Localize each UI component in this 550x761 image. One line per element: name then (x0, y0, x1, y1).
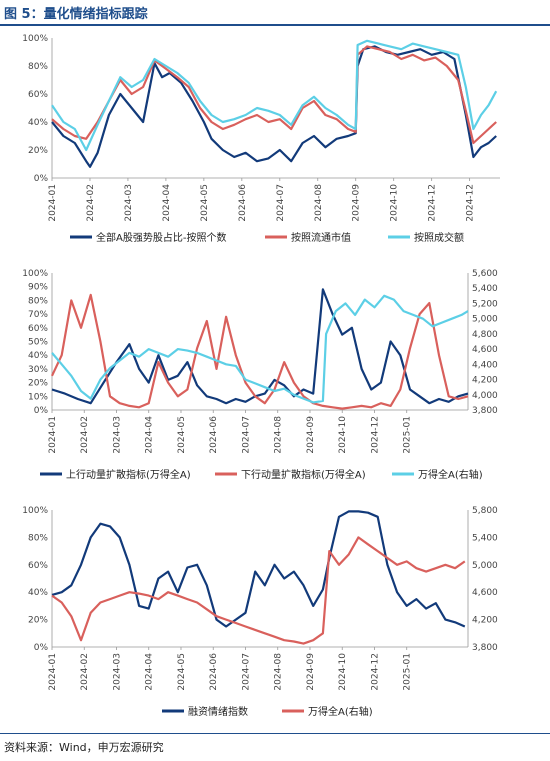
x-tick-label: 2024-12 (428, 184, 438, 222)
x-tick-label: 2024-05 (200, 184, 210, 222)
x-tick-label: 2024-12 (466, 184, 476, 222)
y-tick-label: 70% (28, 310, 48, 320)
x-tick-label: 2024-06 (209, 653, 219, 691)
y-tick-label: 100% (22, 506, 48, 516)
chart-margin-sentiment: 0% 20% 40% 60% 80% 100% 3,800 4,200 4,600 5,000 5,… (22, 506, 498, 718)
x-tick-label: 2024-04 (145, 416, 155, 454)
y-tick-label: 40% (28, 351, 48, 361)
x-tick-label: 2024-04 (162, 184, 172, 222)
x-tick-label: 2024-08 (274, 653, 284, 691)
bottom-rule (0, 733, 550, 734)
legend-label: 按照流通市值 (291, 231, 351, 244)
y2-tick-label: 5,400 (472, 284, 498, 294)
series-line-1 (51, 293, 469, 410)
y-tick-label: 0% (34, 643, 49, 653)
legend-label: 上行动量扩散指标(万得全A) (66, 468, 191, 481)
x-tick-label: 2024-07 (241, 416, 251, 454)
series-line-0 (51, 45, 497, 168)
x-tick-label: 2024-05 (177, 653, 187, 691)
x-tick-label: 2024-08 (314, 184, 324, 222)
legend-label: 下行动量扩散指标(万得全A) (241, 468, 366, 481)
y-tick-label: 80% (28, 62, 48, 72)
series-line-2 (51, 294, 469, 404)
x-tick-label: 2024-05 (177, 416, 187, 454)
y-tick-label: 100% (22, 269, 48, 279)
source-note: 资料来源：Wind，申万宏源研究 (4, 741, 164, 754)
series-line-1 (51, 45, 497, 145)
y2-tick-label: 4,600 (472, 345, 498, 355)
y2-tick-label: 4,200 (472, 616, 498, 626)
chart-momentum-diffusion: 0% 10% 20% 30% 40% 50% 60% 70% 80% 90% 100% 3,800 4,… (22, 269, 498, 481)
y2-tick-label: 3,800 (472, 406, 498, 416)
figure-title: 图 5：量化情绪指标跟踪 (4, 7, 148, 22)
y2-tick-label: 5,200 (472, 299, 498, 309)
y-tick-label: 60% (28, 90, 48, 100)
x-tick-label: 2024-10 (338, 416, 348, 454)
x-tick-label: 2024-01 (48, 184, 58, 222)
x-tick-label: 2024-09 (352, 184, 362, 222)
x-tick-label: 2025-01 (403, 416, 413, 454)
x-tick-label: 2024-03 (112, 653, 122, 691)
y-tick-label: 10% (28, 392, 48, 402)
y-tick-label: 80% (28, 533, 48, 543)
y-tick-label: 0% (34, 174, 49, 184)
y2-tick-label: 5,800 (472, 506, 498, 516)
x-tick-label: 2024-09 (306, 653, 316, 691)
x-tick-label: 2024-03 (124, 184, 134, 222)
legend-label: 万得全A(右轴) (308, 705, 373, 718)
x-tick-label: 2024-02 (86, 184, 96, 222)
x-tick-label: 2024-08 (274, 416, 284, 454)
y-tick-label: 100% (22, 34, 48, 44)
x-tick-label: 2024-06 (209, 416, 219, 454)
legend-label: 按照成交额 (414, 231, 464, 244)
x-tick-label: 2024-02 (80, 653, 90, 691)
y-tick-label: 80% (28, 296, 48, 306)
series-line-0 (51, 288, 469, 405)
y2-tick-label: 4,400 (472, 360, 498, 370)
series-line-1 (51, 536, 466, 645)
y2-tick-label: 5,400 (472, 533, 498, 543)
x-tick-label: 2024-12 (370, 416, 380, 454)
y2-tick-label: 5,000 (472, 315, 498, 325)
legend-label: 融资情绪指数 (188, 705, 248, 718)
y-tick-label: 40% (28, 588, 48, 598)
y-tick-label: 20% (28, 379, 48, 389)
y-tick-label: 40% (28, 118, 48, 128)
y2-tick-label: 3,800 (472, 643, 498, 653)
y-tick-label: 20% (28, 146, 48, 156)
y-tick-label: 0% (34, 406, 49, 416)
x-tick-label: 2024-12 (370, 653, 380, 691)
y2-tick-label: 5,600 (472, 269, 498, 279)
x-tick-label: 2024-07 (276, 184, 286, 222)
x-tick-label: 2025-01 (403, 653, 413, 691)
figure-title-bar: 图 5：量化情绪指标跟踪 (0, 0, 550, 26)
x-tick-label: 2024-02 (80, 416, 90, 454)
y-tick-label: 50% (28, 338, 48, 348)
y-tick-label: 20% (28, 616, 48, 626)
x-tick-label: 2024-10 (390, 184, 400, 222)
x-tick-label: 2024-04 (145, 653, 155, 691)
series-line-2 (51, 39, 498, 152)
x-tick-label: 2024-10 (338, 653, 348, 691)
x-tick-label: 2024-01 (48, 416, 58, 454)
x-tick-label: 2024-09 (306, 416, 316, 454)
x-tick-label: 2024-06 (238, 184, 248, 222)
y2-tick-label: 4,200 (472, 376, 498, 386)
y-tick-label: 90% (28, 283, 48, 293)
chart-strong-stocks: 0% 20% 40% 60% 80% 100% 2024-01 2024-02 2024-03 2… (22, 34, 500, 244)
y-tick-label: 60% (28, 324, 48, 334)
series-line-0 (51, 510, 466, 628)
y-tick-label: 60% (28, 561, 48, 571)
x-tick-label: 2024-03 (112, 416, 122, 454)
x-tick-label: 2024-01 (48, 653, 58, 691)
legend-label: 全部A股强势股占比-按照个数 (96, 231, 226, 244)
y-tick-label: 30% (28, 365, 48, 375)
x-tick-label: 2024-07 (241, 653, 251, 691)
y2-tick-label: 4,600 (472, 588, 498, 598)
y2-tick-label: 4,800 (472, 330, 498, 340)
legend-label: 万得全A(右轴) (418, 468, 483, 481)
y2-tick-label: 4,000 (472, 391, 498, 401)
y2-tick-label: 5,000 (472, 561, 498, 571)
